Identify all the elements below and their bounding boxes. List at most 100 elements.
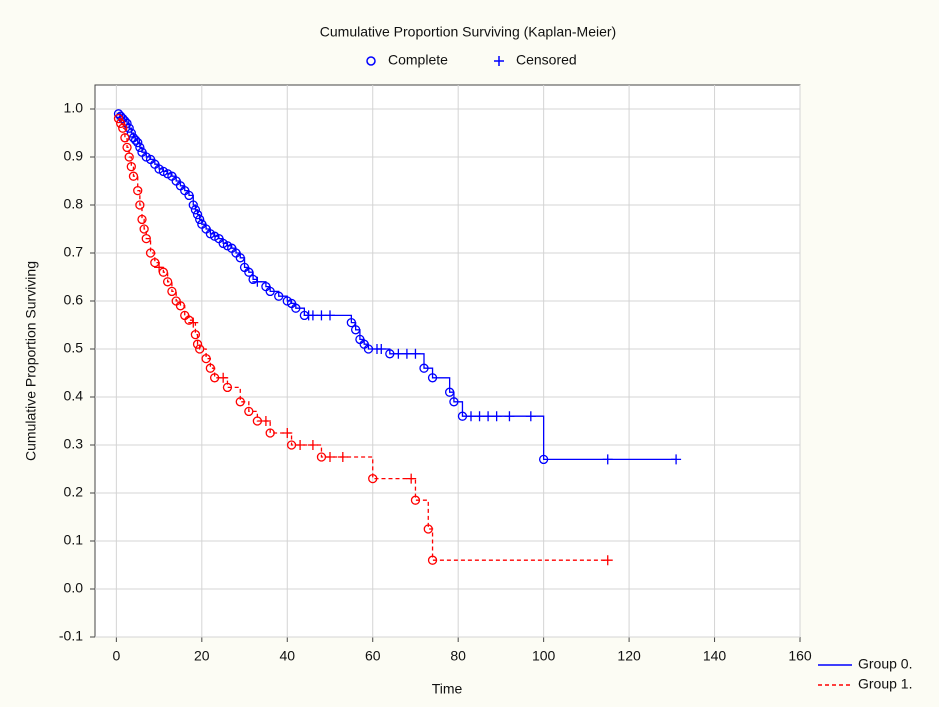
complete-marker (265, 286, 275, 297)
complete-marker (244, 406, 254, 417)
complete-marker (135, 142, 145, 153)
censored-marker (307, 440, 318, 450)
complete-marker (423, 524, 433, 534)
complete-marker (410, 495, 421, 505)
y-tick-label: 1.0 (64, 100, 84, 116)
complete-marker (346, 317, 357, 328)
censored-marker (401, 348, 412, 359)
complete-marker (130, 135, 141, 145)
censored-marker (602, 555, 613, 566)
y-tick-label: 0.0 (64, 580, 84, 596)
legend-label: Group 0. (858, 656, 912, 672)
y-tick-label: 0.3 (64, 436, 84, 452)
y-tick-label: -0.1 (59, 628, 83, 644)
complete-marker (538, 454, 549, 465)
complete-marker (167, 286, 177, 297)
censored-marker (525, 411, 536, 422)
complete-marker (235, 253, 245, 263)
y-tick-label: 0.8 (64, 196, 84, 212)
complete-marker (195, 214, 205, 225)
censored-marker (393, 348, 404, 359)
complete-marker (427, 373, 438, 383)
censored-marker (218, 372, 229, 383)
censored-marker (504, 411, 515, 422)
x-tick-label: 20 (194, 648, 210, 664)
y-tick-label: 0.6 (64, 292, 84, 308)
complete-marker (274, 291, 284, 301)
y-tick-label: 0.2 (64, 484, 84, 500)
censored-marker (188, 317, 199, 328)
complete-marker (175, 301, 186, 311)
complete-marker (184, 190, 194, 201)
legend-censored-marker (494, 56, 504, 66)
complete-marker (139, 224, 149, 234)
x-tick-label: 140 (703, 648, 727, 664)
complete-marker (190, 205, 201, 215)
legend-label: Group 1. (858, 676, 912, 692)
x-tick-label: 160 (788, 648, 812, 664)
complete-marker (128, 171, 139, 181)
censored-marker (260, 416, 271, 426)
complete-marker (137, 214, 147, 225)
x-tick-label: 40 (279, 648, 295, 664)
censored-marker (282, 428, 293, 438)
y-axis-label: Cumulative Proportion Surviving (23, 261, 39, 461)
complete-marker (135, 200, 145, 210)
complete-marker (192, 209, 203, 220)
chart-title: Cumulative Proportion Surviving (Kaplan-… (320, 24, 616, 40)
censored-marker (410, 348, 421, 359)
censored-marker (491, 411, 502, 422)
complete-marker (113, 113, 124, 124)
censored-marker (337, 452, 348, 462)
complete-marker (222, 382, 233, 393)
complete-marker (195, 344, 205, 354)
legend-complete: Complete (388, 52, 448, 68)
complete-marker (124, 152, 134, 162)
y-tick-label: 0.9 (64, 148, 84, 164)
complete-marker (126, 161, 136, 172)
legend-censored: Censored (516, 52, 577, 68)
complete-marker (115, 118, 126, 129)
x-axis-label: Time (432, 681, 463, 697)
censored-marker (252, 276, 263, 287)
complete-marker (120, 133, 130, 143)
complete-marker (449, 397, 459, 407)
x-tick-label: 80 (450, 648, 466, 664)
x-tick-label: 0 (112, 648, 120, 664)
complete-marker (118, 123, 128, 133)
censored-marker (671, 454, 682, 465)
legend-complete-marker (366, 56, 376, 66)
complete-marker (265, 428, 275, 438)
complete-marker (368, 473, 378, 484)
complete-marker (162, 277, 173, 287)
complete-marker (201, 353, 211, 364)
censored-marker (474, 411, 485, 422)
censored-marker (602, 454, 613, 465)
complete-marker (235, 397, 245, 407)
complete-marker (158, 267, 169, 277)
y-tick-label: 0.7 (64, 244, 84, 260)
censored-marker (406, 473, 417, 484)
censored-marker (325, 310, 335, 321)
complete-marker (291, 303, 301, 313)
censored-marker (316, 310, 327, 321)
plot-area (94, 84, 801, 638)
complete-marker (192, 339, 203, 349)
y-tick-label: 0.5 (64, 340, 84, 356)
complete-marker (133, 137, 143, 148)
x-tick-label: 60 (365, 648, 381, 664)
complete-marker (188, 200, 198, 210)
y-tick-label: 0.1 (64, 532, 84, 548)
complete-marker (126, 128, 136, 138)
complete-marker (205, 363, 216, 373)
complete-marker (244, 267, 254, 277)
complete-marker (122, 142, 132, 153)
censored-marker (376, 344, 387, 354)
censored-marker (483, 411, 494, 422)
censored-marker (307, 310, 318, 321)
censored-marker (325, 452, 335, 462)
x-tick-label: 100 (532, 648, 556, 664)
complete-marker (427, 555, 438, 565)
censored-marker (466, 411, 476, 422)
